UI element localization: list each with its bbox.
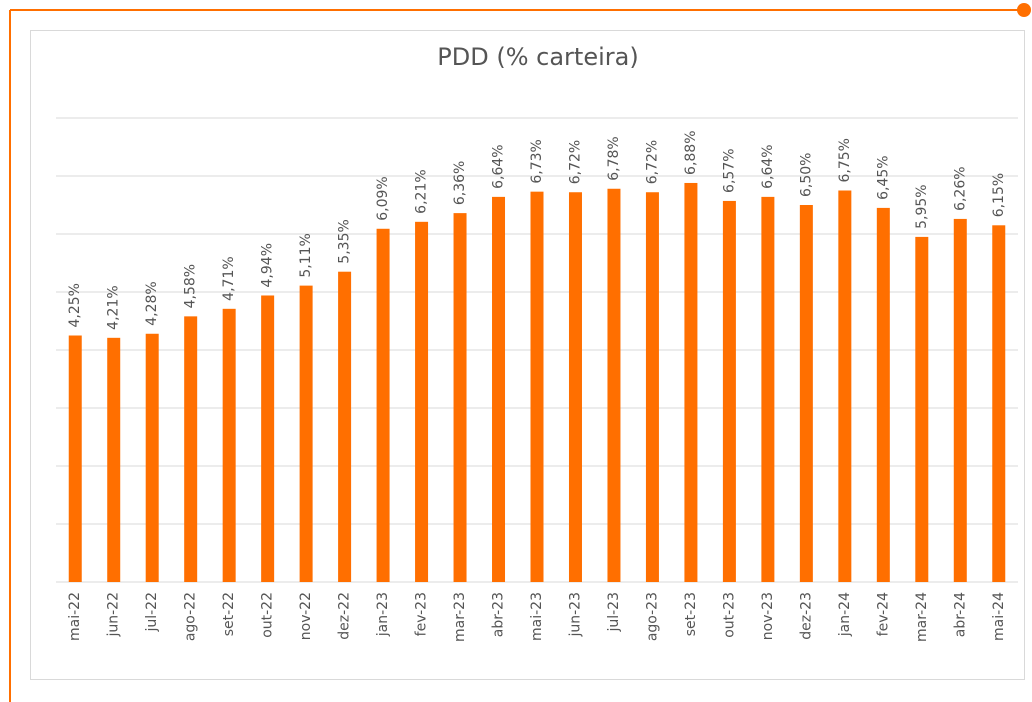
bar [107, 337, 121, 582]
x-tick-label: set-23 [683, 592, 699, 636]
bar [376, 228, 390, 582]
x-tick-label: set-22 [221, 592, 237, 636]
x-tick-label: mai-22 [67, 592, 83, 641]
x-tick-label: mar-23 [452, 592, 468, 642]
bar [876, 207, 890, 582]
data-label: 6,21% [414, 169, 430, 213]
data-label: 6,78% [606, 136, 622, 180]
x-tick-label: abr-23 [491, 592, 507, 637]
data-label: 5,35% [337, 219, 353, 263]
data-label: 6,50% [798, 153, 814, 197]
x-tick-label: out-22 [260, 592, 276, 638]
bar [530, 191, 544, 582]
x-tick-label: ago-23 [644, 592, 660, 641]
x-tick-label: mai-23 [529, 592, 545, 641]
data-label: 6,88% [683, 130, 699, 174]
x-tick-label: jun-22 [106, 592, 122, 638]
x-tick-label: dez-22 [337, 592, 353, 640]
data-label: 6,45% [875, 155, 891, 199]
bar [145, 333, 159, 582]
x-tick-label: jun-23 [567, 592, 583, 638]
bar [915, 236, 929, 582]
x-tick-label: jan-23 [375, 592, 391, 637]
x-tick-label: fev-24 [875, 592, 891, 636]
x-tick-label: abr-24 [952, 592, 968, 637]
data-label: 6,09% [375, 176, 391, 220]
bar [415, 221, 429, 582]
bar [838, 190, 852, 582]
bar [992, 225, 1006, 583]
bar [299, 285, 313, 582]
data-label: 4,71% [221, 256, 237, 300]
x-tick-label: nov-23 [760, 592, 776, 640]
data-label: 6,36% [452, 161, 468, 205]
data-label: 4,25% [67, 283, 83, 327]
data-label: 4,94% [260, 243, 276, 287]
data-label: 6,64% [760, 144, 776, 188]
bar [68, 335, 82, 582]
data-label: 6,57% [721, 148, 737, 192]
bar [222, 308, 236, 582]
x-tick-label: fev-23 [414, 592, 430, 636]
x-tick-label: mai-24 [991, 592, 1007, 641]
data-label: 5,95% [914, 184, 930, 228]
x-tick-label: mar-24 [914, 592, 930, 642]
frame-dot [1017, 3, 1031, 17]
data-label: 6,72% [644, 140, 660, 184]
bar [492, 196, 506, 582]
data-label: 6,15% [991, 173, 1007, 217]
data-label: 6,26% [952, 166, 968, 210]
bar [645, 192, 659, 583]
chart-title: PDD (% carteira) [437, 43, 638, 71]
data-label: 6,73% [529, 139, 545, 183]
bar [568, 192, 582, 583]
x-tick-label: out-23 [721, 592, 737, 638]
bar [684, 182, 698, 582]
bar [184, 316, 198, 582]
bar [453, 213, 467, 582]
bar [338, 271, 352, 582]
data-label: 4,21% [106, 285, 122, 329]
x-tick-label: ago-22 [183, 592, 199, 641]
bar [261, 295, 275, 582]
x-tick-label: jul-23 [606, 592, 622, 633]
bar [761, 196, 775, 582]
data-label: 6,72% [567, 140, 583, 184]
bar [799, 205, 813, 582]
x-tick-label: dez-23 [798, 592, 814, 640]
x-tick-label: jan-24 [837, 592, 853, 637]
bar [607, 188, 621, 582]
x-tick-label: jul-22 [144, 592, 160, 633]
x-tick-label: nov-22 [298, 592, 314, 640]
data-label: 6,64% [491, 144, 507, 188]
data-label: 4,58% [183, 264, 199, 308]
bar [953, 218, 967, 583]
data-label: 5,11% [298, 233, 314, 277]
data-label: 4,28% [144, 281, 160, 325]
data-label: 6,75% [837, 138, 853, 182]
bar [722, 200, 736, 582]
